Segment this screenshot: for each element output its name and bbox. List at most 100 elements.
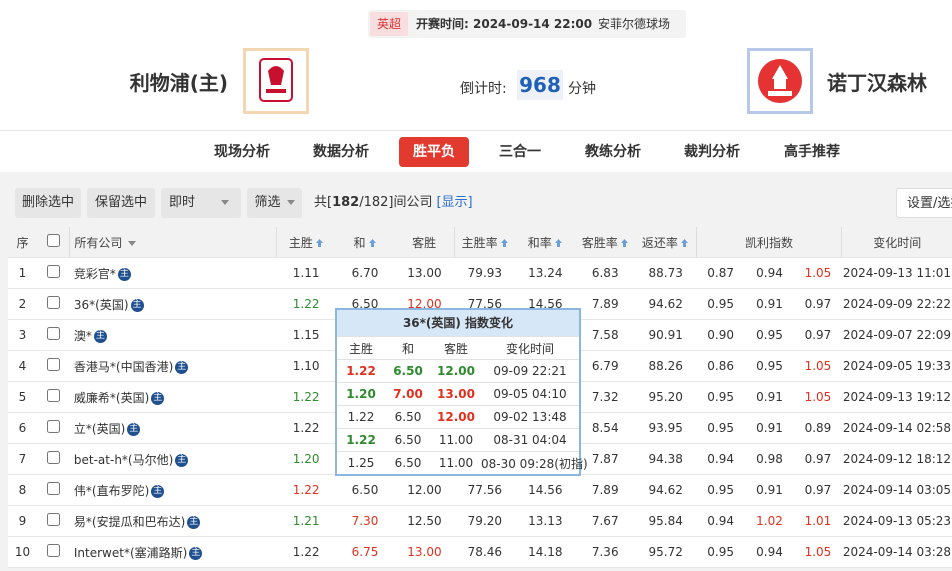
kelly: 0.91 (745, 381, 794, 413)
tab[interactable]: 教练分析 (585, 144, 641, 160)
rate: 95.84 (635, 505, 697, 537)
venue: 安菲尔德球场 (598, 17, 671, 31)
rate: 88.73 (635, 257, 697, 289)
kelly: 0.95 (745, 350, 794, 382)
row-checkbox[interactable] (46, 358, 60, 371)
sort-arrow[interactable] (620, 238, 629, 248)
odds: 7.30 (335, 505, 395, 537)
row-checkbox[interactable] (46, 327, 60, 340)
change-time: 2024-09-13 19:12 (841, 381, 952, 413)
header-odds-text: 主胜 (288, 235, 313, 250)
header-time: 变化时间 (841, 227, 952, 258)
row-checkbox[interactable] (46, 482, 60, 495)
row-checkbox[interactable] (46, 451, 60, 464)
row-checkbox[interactable] (46, 420, 60, 433)
popup-odds: 1.22 (337, 405, 385, 429)
row-check (36, 350, 70, 382)
row-check (36, 257, 70, 289)
sort-arrow[interactable] (315, 238, 324, 248)
odds: 1.10 (276, 350, 336, 382)
popup-header: 主胜和客胜 变化时间 (337, 336, 579, 360)
delete-button[interactable]: 删除选中 (15, 188, 81, 218)
match-bar: 英超 开赛时间: 2024-09-14 22:00 安菲尔德球场 (368, 10, 686, 38)
kelly: 1.05 (794, 257, 842, 289)
countdown-label: 倒计时: (460, 81, 507, 97)
odds: 1.22 (276, 474, 336, 506)
company-name: 立*(英国) (73, 421, 126, 436)
header-rate[interactable]: 主胜率 (454, 227, 516, 258)
header-odds-text: 和 (353, 235, 366, 250)
countdown-unit: 分钟 (568, 81, 596, 97)
header-row: 序 所有公司 主胜 和 客胜 主胜率 和率 客胜率 返还率 凯利指数 变化时间 (8, 227, 952, 258)
keep-button[interactable]: 保留选中 (87, 188, 155, 218)
odds: 1.11 (276, 257, 336, 289)
change-time: 2024-09-14 02:58 (841, 412, 952, 444)
odds: 1.22 (276, 536, 336, 568)
header-odds[interactable]: 主胜 (276, 227, 336, 258)
tab[interactable]: 高手推荐 (784, 144, 840, 160)
row-index: 6 (8, 412, 37, 444)
sort-arrow[interactable] (500, 238, 509, 248)
tab[interactable]: 三合一 (499, 144, 541, 160)
rate: 14.18 (515, 536, 576, 568)
sort-arrow[interactable] (368, 238, 377, 248)
filter-button[interactable]: 筛选 (247, 188, 302, 218)
kelly: 0.89 (794, 412, 842, 444)
kelly: 0.97 (794, 443, 842, 475)
mode-select[interactable]: 即时 (161, 188, 241, 218)
tab[interactable]: 现场分析 (214, 144, 270, 160)
popup-odds: 6.50 (385, 405, 431, 429)
popup-row: 1.25 6.50 11.00 08-30 09:28(初指) (337, 451, 588, 474)
rate: 7.32 (575, 381, 636, 413)
odds: 1.22 (276, 288, 336, 320)
row-checkbox[interactable] (46, 513, 60, 526)
change-time: 2024-09-13 05:23 (841, 505, 952, 537)
rate: 79.93 (454, 257, 516, 289)
row-index: 9 (8, 505, 37, 537)
popup-odds: 1.22 (337, 428, 385, 452)
popup-row: 1.22 6.50 12.00 09-09 22:21 (337, 359, 579, 383)
odds-row: 1 竞彩官* 主 1.11 6.70 13.00 79.93 13.24 6.83 88.73 0.… (8, 257, 952, 289)
row-checkbox[interactable] (46, 296, 60, 309)
popup-time: 08-31 04:04 (481, 428, 579, 452)
company-name: 易*(安提瓜和巴布达) (73, 514, 186, 529)
away-team: 诺丁汉森林 (827, 71, 927, 95)
sort-arrow[interactable] (554, 238, 563, 248)
row-checkbox[interactable] (46, 544, 60, 557)
rate: 7.89 (575, 288, 636, 320)
home-badge: 主 (175, 453, 189, 467)
settings-button[interactable]: 设置/选择 (896, 188, 952, 218)
tab[interactable]: 裁判分析 (684, 144, 740, 160)
header-rate[interactable]: 客胜率 (575, 227, 636, 258)
sort-arrow[interactable] (680, 238, 689, 248)
row-checkbox[interactable] (46, 389, 60, 402)
show-link[interactable]: [显示] (436, 195, 473, 210)
kelly: 0.91 (745, 412, 794, 444)
tab[interactable]: 数据分析 (313, 144, 369, 160)
kelly: 0.94 (696, 505, 746, 537)
header-rate[interactable]: 返还率 (635, 227, 697, 258)
select-all[interactable] (46, 234, 60, 247)
rate: 6.83 (575, 257, 636, 289)
header-odds[interactable]: 和 (335, 227, 395, 258)
kelly: 0.91 (745, 288, 794, 320)
header-rate-text: 主胜率 (461, 235, 498, 250)
row-index: 5 (8, 381, 37, 413)
odds: 13.00 (394, 536, 455, 568)
kelly: 0.94 (745, 257, 794, 289)
rate: 79.20 (454, 505, 516, 537)
row-checkbox[interactable] (46, 265, 60, 278)
popup-odds: 12.00 (431, 405, 481, 429)
league: 英超 (370, 12, 408, 36)
popup-time: 09-02 13:48 (481, 405, 579, 429)
odds: 1.15 (276, 319, 336, 351)
company-name: 竞彩官* (73, 266, 116, 281)
tab[interactable]: 胜平负 (399, 137, 469, 167)
row-check (36, 505, 70, 537)
header-odds[interactable]: 客胜 (394, 227, 455, 258)
odds: 12.50 (394, 505, 455, 537)
change-time: 2024-09-14 03:05 (841, 474, 952, 506)
header-rate[interactable]: 和率 (515, 227, 576, 258)
home-badge: 主 (175, 360, 189, 374)
popup-odds: 6.50 (385, 428, 431, 452)
